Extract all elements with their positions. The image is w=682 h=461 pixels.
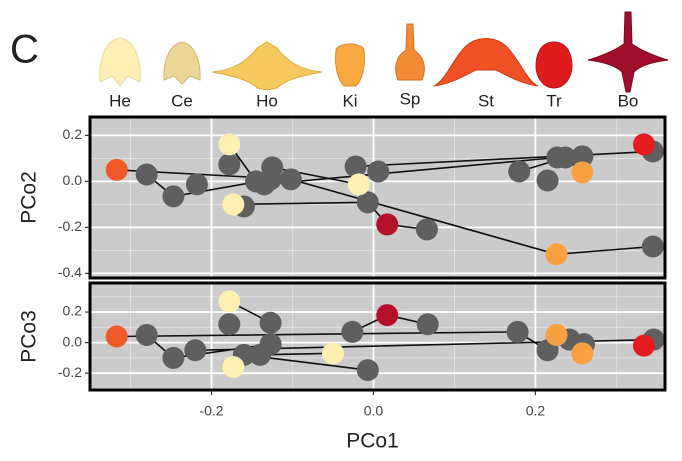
point [105,325,128,348]
point [218,313,241,336]
point [536,169,559,192]
x-tick-label: -0.2 [199,403,223,419]
morphotype-icon [433,38,539,87]
point [135,323,158,346]
panel: 0.2 0.0 -0.2 -0.4 PCo2 [18,115,667,280]
point [218,133,241,156]
y-tick-label: 0.0 [63,172,83,188]
panel-frame [88,115,667,280]
point [554,146,577,169]
morphotype-label: Ce [171,91,193,110]
y-tick-label: -0.4 [58,264,82,280]
morphotype-label: Ho [256,91,278,110]
point [218,153,241,176]
morphotype-labels: He Ce Ho Ki Sp St Tr Bo [109,89,638,110]
morphotype-label: Bo [618,91,639,110]
point [376,304,399,327]
x-axis-label: PCo1 [346,430,399,453]
point [571,342,594,365]
point [545,323,568,346]
point [259,168,282,191]
morphotype-icon [335,43,365,87]
point [321,342,344,365]
point [506,320,529,343]
x-tick-label: 0.0 [364,403,384,419]
point [356,191,379,214]
point [259,311,282,334]
point [341,320,364,343]
morphotype-label: Sp [400,89,421,108]
y-axis-label: PCo2 [18,171,41,224]
y-tick-label: 0.0 [63,333,83,349]
y-tick-label: 0.2 [63,126,83,142]
point [347,173,370,196]
point [545,243,568,266]
morphotype-label: St [478,91,494,110]
panel-label: C [10,28,39,72]
panel: -0.2 0.0 0.2 0.2 0.0 -0.2 PCo3 PCo1 [18,281,667,453]
point [344,155,367,178]
point [416,313,439,336]
panel-frame [88,281,667,392]
morphotype-icon [211,41,323,91]
morphotype-icons [99,11,669,93]
point [162,346,185,369]
point [222,356,245,379]
morphotype-label: He [109,91,131,110]
y-tick-label: 0.2 [63,303,83,319]
point [641,235,664,258]
y-tick-label: -0.2 [58,218,82,234]
point [508,160,531,183]
point [571,145,594,168]
point [222,193,245,216]
point [185,173,208,196]
point [105,158,128,181]
morphotype-label: Tr [546,91,562,110]
point [184,339,207,362]
morphotype-icon [535,41,573,89]
point [415,218,438,241]
point [367,160,390,183]
morphotype-icon [163,41,201,85]
morphotype-icon [99,37,141,87]
point [135,163,158,186]
point [218,290,241,313]
point [279,168,302,191]
point [632,334,655,357]
point [259,333,282,356]
point [356,359,379,382]
x-tick-label: 0.2 [526,403,546,419]
point [376,213,399,236]
point [571,161,594,184]
y-tick-label: -0.2 [58,364,82,380]
y-axis-label: PCo3 [18,310,41,363]
morphotype-icon [395,23,425,81]
morphotype-label: Ki [342,91,357,110]
point [632,133,655,156]
point [162,185,185,208]
morphotype-icon [587,11,669,93]
